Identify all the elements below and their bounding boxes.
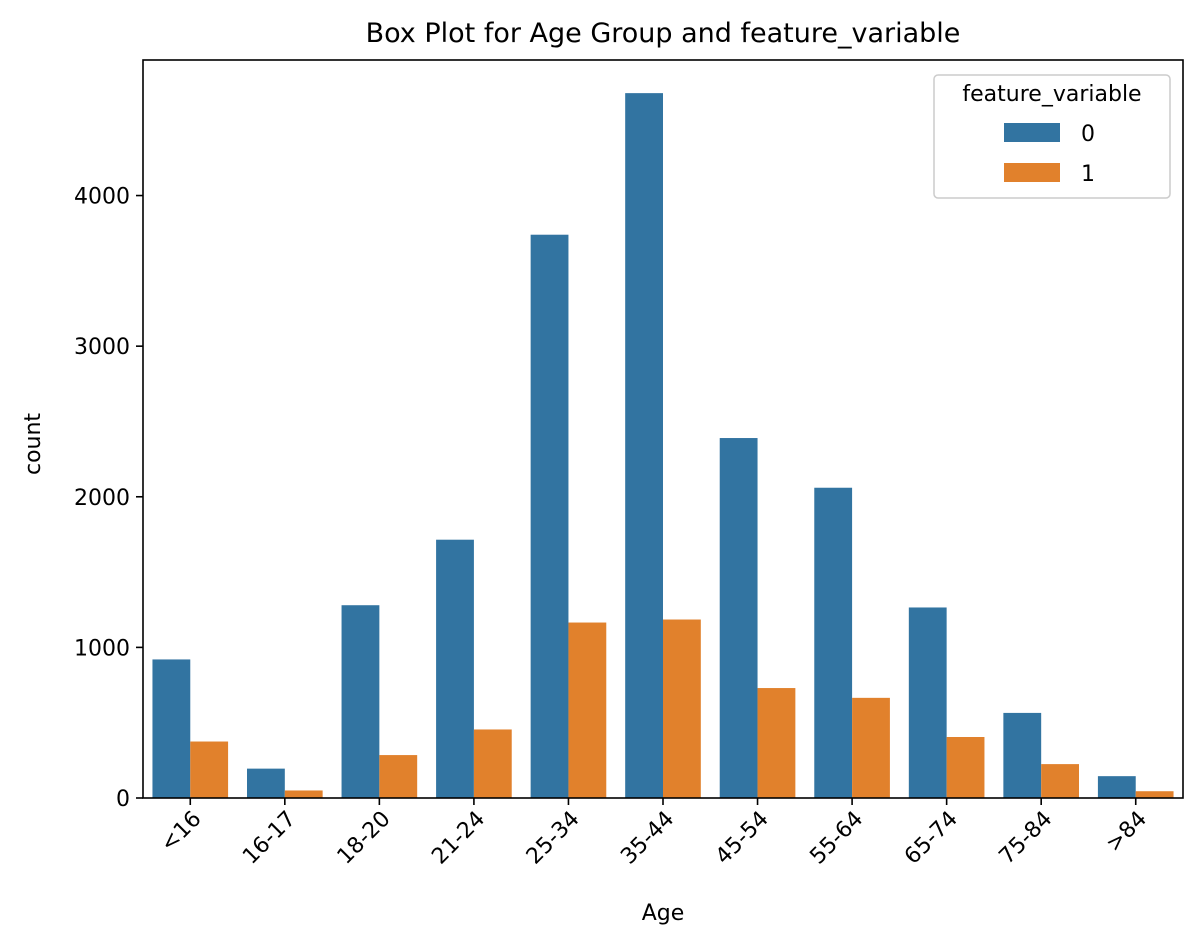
bar-series-0-5 <box>625 93 663 798</box>
bar-series-0-0 <box>152 659 191 798</box>
legend-swatch-series-1 <box>1004 163 1060 182</box>
bar-series-1-9 <box>1041 764 1079 798</box>
y-tick-label-1: 1000 <box>74 636 130 661</box>
bar-series-0-8 <box>908 607 947 798</box>
x-tick-label-0: <16 <box>156 807 207 858</box>
bars-layer <box>152 93 1174 798</box>
bar-series-1-1 <box>284 790 323 798</box>
x-axis-label: Age <box>642 901 685 926</box>
x-tick-label-10: >84 <box>1101 807 1152 858</box>
x-tick-label-9: 75-84 <box>995 807 1058 870</box>
x-tick-label-4: 25-34 <box>522 807 585 870</box>
y-axis-label: count <box>21 413 46 475</box>
bar-series-1-0 <box>190 741 229 798</box>
x-tick-label-1: 16-17 <box>238 807 301 870</box>
legend-title: feature_variable <box>962 82 1141 107</box>
legend-label-series-1: 1 <box>1081 162 1095 187</box>
legend: feature_variable 0 1 <box>933 74 1171 199</box>
bar-series-1-3 <box>473 729 512 798</box>
y-tick-label-0: 0 <box>116 787 130 812</box>
x-tick-label-5: 35-44 <box>616 807 679 870</box>
bar-series-1-8 <box>946 737 985 798</box>
bar-series-0-1 <box>247 768 285 798</box>
bar-series-1-2 <box>379 755 418 798</box>
bar-series-0-9 <box>1003 712 1042 798</box>
x-tick-label-8: 65-74 <box>900 807 963 870</box>
y-tick-label-2: 2000 <box>74 486 130 511</box>
bar-series-0-3 <box>436 539 474 798</box>
bar-series-1-7 <box>852 697 890 798</box>
chart-title: Box Plot for Age Group and feature_varia… <box>366 18 961 49</box>
y-tick-label-4: 4000 <box>74 185 130 210</box>
bar-series-0-2 <box>341 605 380 798</box>
bar-series-0-10 <box>1097 776 1136 798</box>
legend-swatch-series-0 <box>1004 123 1060 142</box>
bar-series-0-6 <box>719 438 758 798</box>
x-tick-label-3: 21-24 <box>427 807 490 870</box>
x-tick-label-6: 45-54 <box>711 807 774 870</box>
y-tick-label-3: 3000 <box>74 335 130 360</box>
bar-series-1-10 <box>1135 791 1174 798</box>
x-tick-label-7: 55-64 <box>805 807 868 870</box>
bar-series-0-4 <box>530 234 569 798</box>
bar-series-0-7 <box>814 487 853 798</box>
legend-label-series-0: 0 <box>1081 122 1095 147</box>
bar-series-1-4 <box>568 622 607 798</box>
x-tick-label-2: 18-20 <box>333 807 396 870</box>
bar-series-1-6 <box>757 688 796 798</box>
bar-series-1-5 <box>663 619 701 798</box>
